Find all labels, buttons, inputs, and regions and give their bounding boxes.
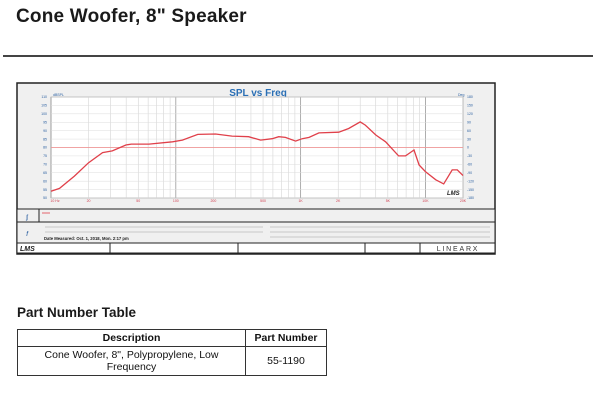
x-tick-label: 1K xyxy=(298,199,303,203)
y2-tick-label: 90 xyxy=(467,120,471,124)
x-tick-label: 50 xyxy=(136,199,140,203)
y-tick-label: 105 xyxy=(41,104,47,108)
x-tick-label: 10 Hz xyxy=(50,199,59,203)
y2-tick-label: 60 xyxy=(467,129,471,133)
note-lines xyxy=(45,226,490,238)
y-tick-label: 65 xyxy=(43,171,47,175)
x-tick-label: 200 xyxy=(210,199,216,203)
y2-tick-label: 150 xyxy=(467,104,473,108)
chart-footer xyxy=(16,242,496,254)
y-tick-label: 50 xyxy=(43,196,47,200)
y-tick-label: 60 xyxy=(43,179,47,183)
y2-tick-label: -90 xyxy=(467,171,472,175)
y-tick-label: 110 xyxy=(41,95,47,99)
spl-curve xyxy=(50,121,464,192)
lms-watermark: LMS xyxy=(447,191,460,197)
y-unit-label: dBSPL xyxy=(53,93,64,97)
y2-tick-label: -30 xyxy=(467,154,472,158)
x-tick-label: 100 xyxy=(173,199,179,203)
y-tick-label: 90 xyxy=(43,129,47,133)
part-table-title: Part Number Table xyxy=(17,305,137,320)
chart-title: SPL vs Freq xyxy=(229,88,287,99)
y2-tick-label: 0 xyxy=(467,146,469,150)
footer-dividers xyxy=(109,243,421,253)
y-tick-label: 95 xyxy=(43,120,47,124)
table-row: Cone Woofer, 8", Polypropylene, Low Freq… xyxy=(17,346,327,376)
y-tick-label: 55 xyxy=(43,188,47,192)
header-part-number: Part Number xyxy=(245,329,327,347)
legend-row xyxy=(16,208,496,223)
y-tick-label: 80 xyxy=(43,146,47,150)
x-tick-label: 20K xyxy=(460,199,467,203)
x-tick-label: 20 xyxy=(87,199,91,203)
y2-tick-label: 180 xyxy=(467,95,473,99)
y-tick-label: 70 xyxy=(43,163,47,167)
lms-logo: LMS xyxy=(20,246,35,253)
y2-tick-label: -120 xyxy=(467,179,474,183)
cell-description: Cone Woofer, 8", Polypropylene, Low Freq… xyxy=(17,346,246,376)
x-tick-label: 5K xyxy=(386,199,391,203)
y2-tick-label: -60 xyxy=(467,163,472,167)
y2-tick-label: 30 xyxy=(467,137,471,141)
legend-row-icon: ʃ xyxy=(25,215,29,221)
y-tick-label: 75 xyxy=(43,154,47,158)
linearx-logo: LINEARX xyxy=(437,246,480,253)
y2-tick-label: -180 xyxy=(467,196,474,200)
cell-part-number: 55-1190 xyxy=(245,346,327,376)
table-header-row: Description Part Number xyxy=(17,329,327,347)
x-tick-label: 2K xyxy=(336,199,341,203)
part-number-table: Description Part Number Cone Woofer, 8",… xyxy=(17,329,327,376)
x-tick-label: 10K xyxy=(422,199,429,203)
date-measured: Date Measured: Oct. 1, 2018, Mon. 2:17 p… xyxy=(44,236,129,241)
header-description: Description xyxy=(17,329,246,347)
tick-labels: 110 180 105 150 100 120 95 90 90 60 85 30 80 0 75 -30 70… xyxy=(41,95,474,203)
divider xyxy=(3,55,593,57)
page-title: Cone Woofer, 8" Speaker xyxy=(16,6,247,27)
y2-tick-label: 120 xyxy=(467,112,473,116)
x-tick-label: 500 xyxy=(260,199,266,203)
y-tick-label: 100 xyxy=(41,112,47,116)
notes-row-icon: ƒ xyxy=(26,231,29,237)
y2-unit-label: Deg xyxy=(458,93,464,97)
y2-tick-label: -150 xyxy=(467,188,474,192)
y-tick-label: 85 xyxy=(43,137,47,141)
